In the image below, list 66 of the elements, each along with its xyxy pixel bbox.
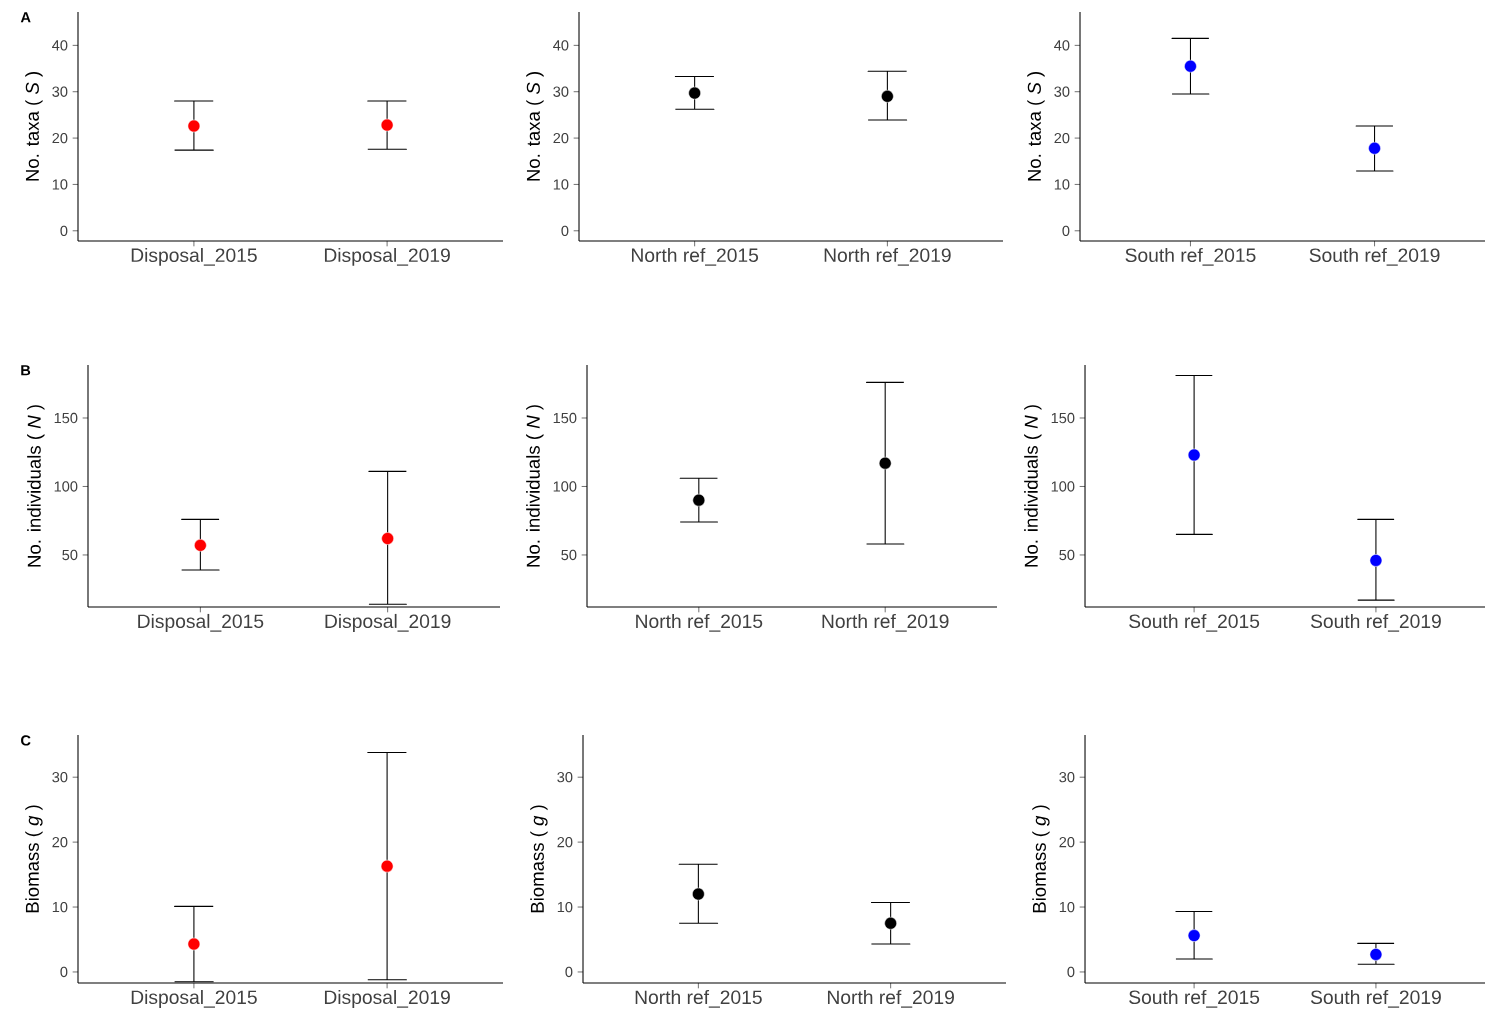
x-tick-label: North ref_2015 [636,613,763,632]
text: B [21,365,31,376]
y-tick-label: 30 [52,772,68,783]
x-tick-label: Disposal_2015 [131,989,257,1008]
y-tick-label: 30 [1054,86,1070,97]
y-axis-title: Biomass ( g ) [25,805,43,913]
x-tick-label: Disposal_2019 [324,247,450,266]
x-tick-label: South ref_2019 [1310,613,1441,632]
y-tick-label: 50 [561,549,577,561]
y-tick-label: 20 [553,132,569,144]
y-tick-label: 30 [557,772,573,783]
x-tick-label: South ref_2015 [1125,247,1256,266]
y-tick-label: 40 [1054,40,1070,51]
y-tick-label: 20 [1054,132,1070,144]
y-tick-label: 40 [553,40,569,51]
y-tick-label: 100 [54,481,78,492]
y-tick-label: 0 [60,966,68,978]
y-tick-label: 0 [565,966,573,978]
x-tick-label: North ref_2019 [822,613,949,632]
y-tick-label: 20 [52,836,68,848]
y-tick-label: 20 [1059,836,1075,848]
y-tick-label: 50 [1059,549,1075,561]
x-tick-label: Disposal_2019 [325,613,451,632]
text: C [21,735,31,746]
y-axis-title: Biomass ( g ) [530,805,548,913]
y-axis-title: No. individuals ( N ) [27,405,45,567]
x-tick-label: North ref_2015 [631,247,759,266]
y-axis-title: No. individuals ( N ) [1024,405,1042,567]
y-tick-label: 10 [553,179,569,190]
x-tick-label: South ref_2019 [1309,247,1440,266]
y-tick-label: 0 [60,225,68,236]
y-tick-label: 10 [1059,901,1075,913]
x-tick-label: North ref_2019 [827,989,954,1008]
y-tick-label: 100 [553,481,577,492]
x-tick-label: South ref_2015 [1129,989,1260,1008]
y-tick-label: 10 [52,179,68,190]
y-axis-title: Biomass ( g ) [1032,805,1050,913]
y-tick-label: 0 [1062,225,1070,236]
y-tick-label: 30 [553,86,569,97]
y-axis-title: No. taxa ( S ) [526,72,544,181]
x-tick-label: South ref_2015 [1129,613,1260,632]
x-tick-label: South ref_2019 [1310,989,1441,1008]
y-tick-label: 20 [52,132,68,144]
y-tick-label: 30 [1059,772,1075,783]
y-tick-label: 50 [62,549,78,561]
y-axis-title: No. taxa ( S ) [1027,72,1045,181]
y-tick-label: 20 [557,836,573,848]
x-tick-label: Disposal_2019 [324,989,450,1008]
text: A [20,12,31,23]
y-tick-label: 10 [1054,179,1070,190]
y-tick-label: 150 [553,412,577,424]
y-tick-label: 150 [1051,412,1075,424]
y-axis-title: No. individuals ( N ) [526,405,544,567]
y-axis-title: No. taxa ( S ) [25,72,43,181]
y-tick-label: 10 [557,901,573,913]
x-tick-label: Disposal_2015 [138,613,264,632]
y-tick-label: 0 [1067,966,1075,978]
y-tick-label: 150 [54,412,78,424]
y-tick-label: 40 [52,40,68,51]
y-tick-label: 0 [561,225,569,236]
y-tick-label: 10 [52,901,68,913]
x-tick-label: North ref_2015 [635,989,762,1008]
x-tick-label: North ref_2019 [824,247,951,266]
x-tick-label: Disposal_2015 [131,247,257,266]
y-tick-label: 30 [52,86,68,97]
y-tick-label: 100 [1051,481,1075,492]
